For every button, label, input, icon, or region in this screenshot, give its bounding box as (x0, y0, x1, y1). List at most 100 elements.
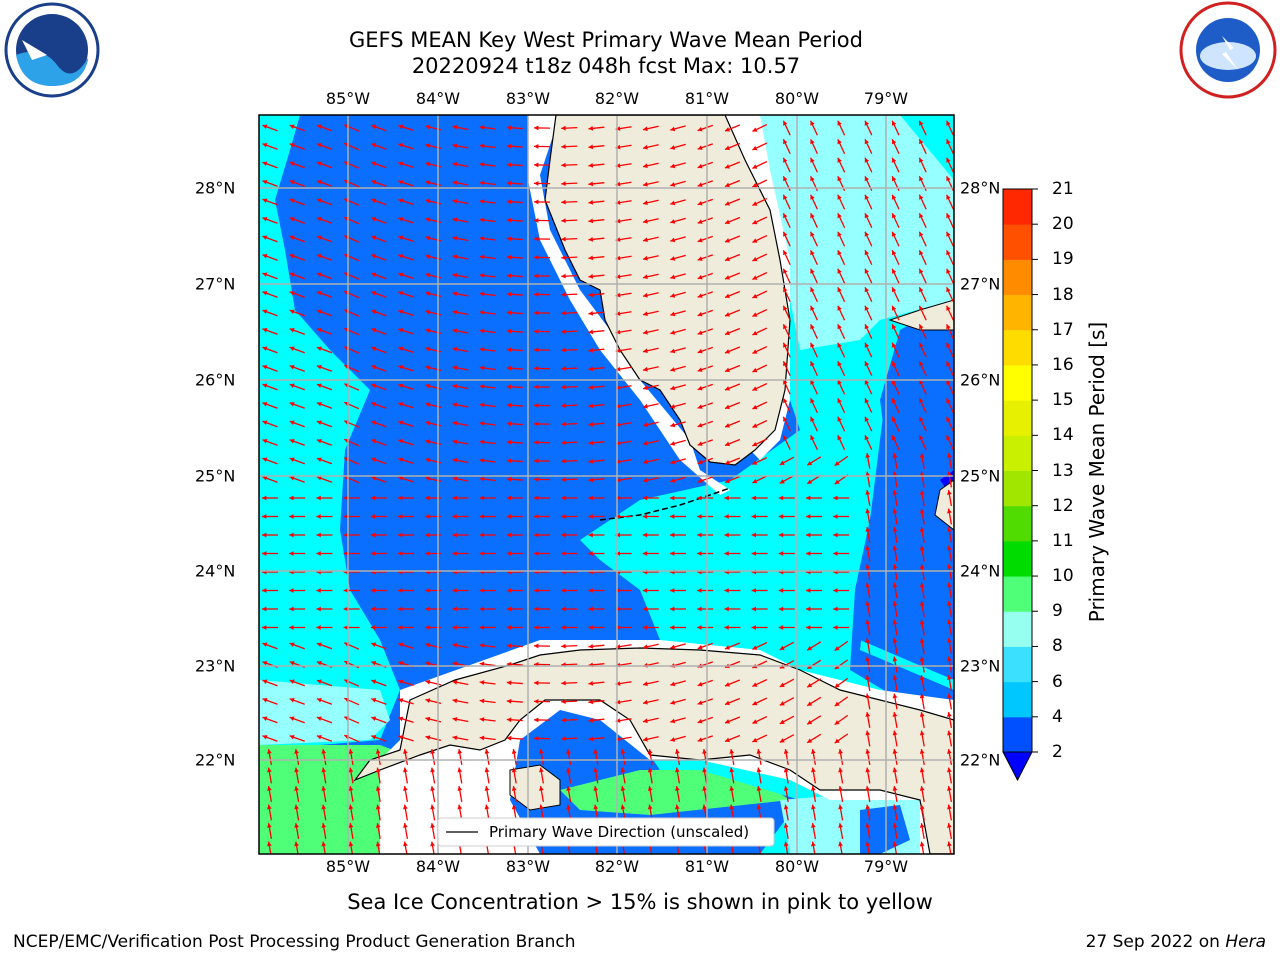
wave-arrow (479, 199, 496, 204)
lon-label-bottom: 81°W (684, 857, 730, 876)
wave-arrow (403, 786, 409, 802)
wave-arrow (833, 532, 850, 538)
colorbar-segment (1003, 400, 1032, 436)
wave-arrow (810, 231, 818, 247)
wave-arrow (697, 180, 713, 187)
wave-arrow (918, 379, 927, 395)
wave-arrow (343, 625, 360, 630)
wave-arrow (615, 274, 632, 279)
wave-arrow (371, 142, 387, 150)
wave-arrow (947, 582, 953, 599)
colorbar-segment (1003, 576, 1032, 612)
wave-arrow (316, 346, 333, 354)
wave-arrow (891, 249, 900, 266)
wave-arrow (371, 198, 387, 206)
wave-arrow (891, 231, 900, 247)
wave-arrow (615, 385, 632, 390)
wave-arrow (588, 495, 605, 501)
wave-arrow (919, 841, 925, 854)
wave-arrow (865, 786, 871, 802)
wave-arrow (834, 640, 849, 652)
wave-arrow (506, 680, 523, 686)
wave-arrow (892, 601, 898, 617)
colorbar-tick-label: 19 (1052, 249, 1074, 270)
wave-arrow (262, 642, 278, 650)
wave-arrow (837, 379, 846, 395)
wave-arrow (371, 235, 387, 243)
wave-arrow (782, 397, 791, 414)
wave-arrow (919, 638, 925, 654)
wave-arrow (919, 823, 925, 839)
wave-arrow (811, 804, 817, 821)
wave-arrow (702, 786, 708, 802)
wave-arrow (751, 625, 768, 630)
wave-arrow (371, 364, 387, 372)
wave-arrow (479, 514, 496, 519)
wave-arrow (642, 273, 659, 280)
wave-arrow (506, 143, 523, 149)
wave-arrow (371, 679, 387, 687)
lon-label-top: 82°W (594, 89, 640, 108)
wave-arrow (506, 402, 523, 408)
lat-label-right: 22°N (960, 750, 1001, 770)
wave-arrow (370, 606, 387, 612)
wave-arrow (864, 231, 873, 247)
wave-arrow (533, 717, 551, 723)
wave-arrow (533, 347, 551, 353)
isla-juventud-land (509, 764, 561, 811)
lat-label-left: 24°N (195, 561, 236, 581)
wave-arrow (918, 286, 927, 303)
wave-arrow (533, 329, 551, 334)
wave-arrow (724, 697, 741, 706)
wave-arrow (892, 675, 898, 691)
wave-arrow (752, 715, 768, 725)
wave-arrow (946, 360, 954, 377)
wave-arrow (267, 767, 273, 784)
wave-arrow (267, 841, 272, 854)
wave-arrow (756, 786, 762, 802)
colorbar-tick-label: 18 (1052, 284, 1074, 305)
wave-arrow (670, 495, 686, 501)
wave-arrow (752, 234, 768, 244)
wave-arrow (642, 477, 659, 483)
wave-arrow (865, 490, 871, 506)
wave-arrow (398, 402, 414, 409)
wave-arrow (430, 841, 435, 854)
wave-arrow (864, 342, 873, 358)
wave-arrow (316, 217, 333, 224)
wave-arrow (642, 403, 659, 409)
wave-arrow (375, 749, 381, 765)
wave-arrow (289, 679, 305, 687)
wave-arrow (778, 532, 795, 538)
wave-arrow (479, 439, 496, 445)
wave-arrow (864, 212, 873, 229)
wave-arrow (675, 786, 681, 802)
wave-arrow (262, 606, 278, 612)
lat-label-left: 27°N (195, 274, 236, 294)
wave-arrow (289, 272, 305, 280)
wave-arrow (670, 643, 686, 650)
wave-arrow (837, 138, 846, 155)
wave-arrow (289, 346, 305, 354)
colorbar-segment (1003, 646, 1032, 683)
wave-arrow (262, 532, 278, 538)
wave-arrow (865, 823, 871, 839)
wave-arrow (724, 383, 741, 391)
wave-arrow (506, 310, 523, 316)
wave-arrow (561, 310, 578, 316)
wave-arrow (891, 434, 900, 451)
wave-arrow (561, 421, 578, 427)
wave-arrow (262, 346, 278, 354)
wave-arrow (375, 841, 381, 854)
wave-arrow (642, 384, 659, 391)
wave-arrow (371, 124, 387, 132)
wave-arrow (782, 305, 791, 321)
wave-arrow (262, 217, 278, 224)
wave-arrow (561, 643, 578, 649)
bahamas-land (888, 299, 954, 331)
wave-arrow (947, 767, 953, 784)
wave-arrow (452, 235, 469, 242)
wave-arrow (864, 286, 873, 303)
wave-arrow (837, 120, 846, 136)
wave-arrow (724, 457, 741, 465)
